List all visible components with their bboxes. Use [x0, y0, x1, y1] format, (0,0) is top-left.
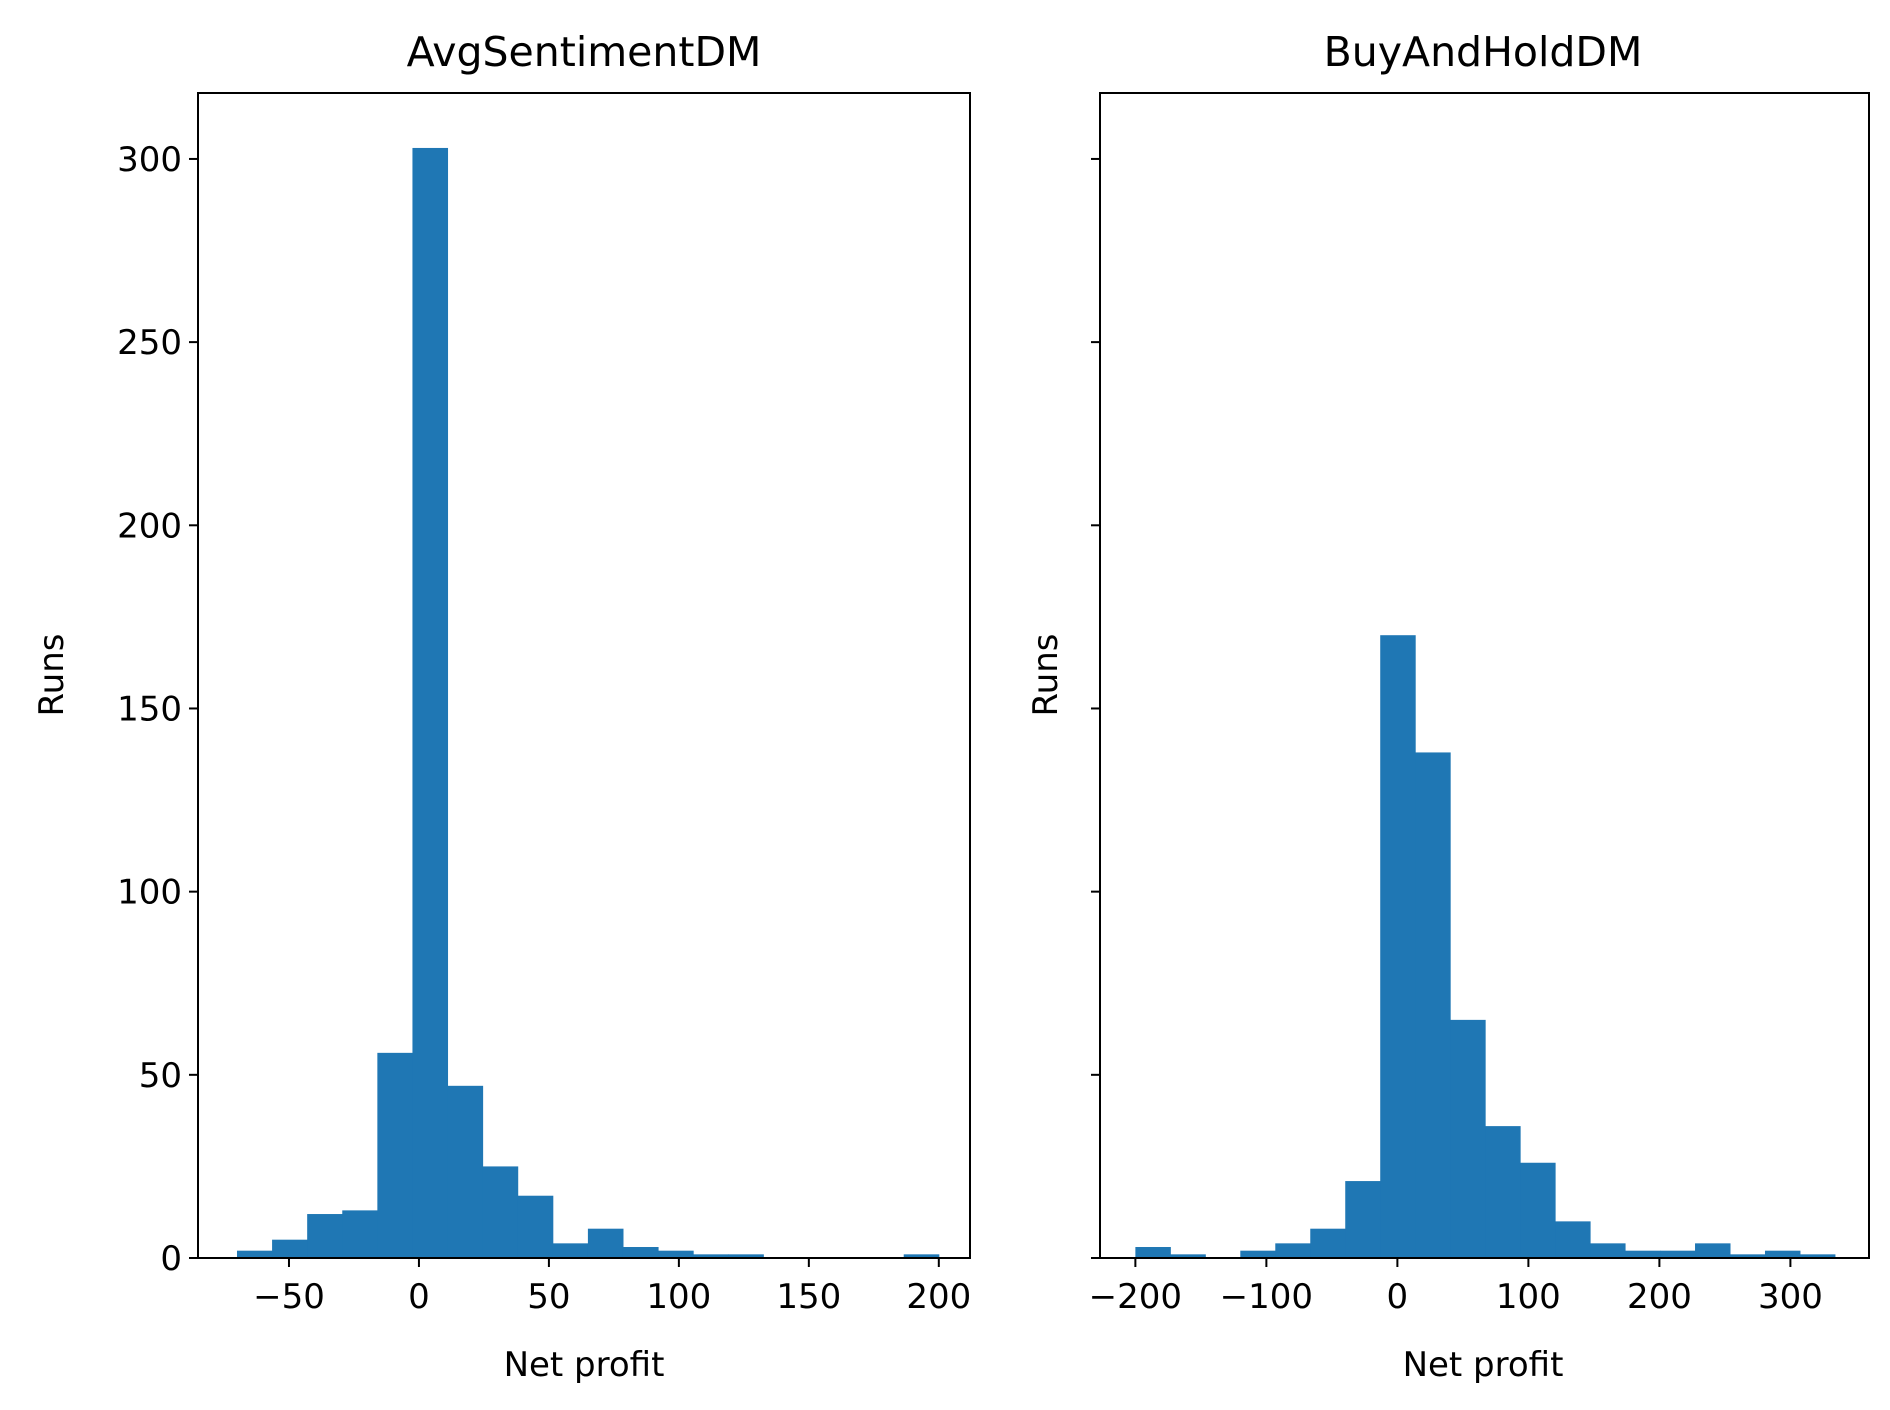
histogram-bar	[377, 1052, 413, 1258]
histogram-bar	[1730, 1254, 1766, 1258]
histogram-bar	[1660, 1250, 1696, 1258]
x-tick-label: 100	[646, 1277, 711, 1317]
x-tick-label: 200	[906, 1277, 971, 1317]
panel-title: BuyAndHoldDM	[1324, 28, 1643, 76]
plot-frame	[1099, 92, 1870, 1259]
y-tick-label: 0	[160, 1239, 182, 1279]
x-tick-label: 200	[1627, 1277, 1692, 1317]
x-tick-label: −200	[1089, 1277, 1182, 1317]
histogram-bar	[1275, 1243, 1311, 1258]
histogram-bar	[1764, 1250, 1801, 1258]
histogram-bar	[412, 147, 449, 1258]
y-axis-label: Runs	[1026, 634, 1066, 717]
x-tick-label: 50	[527, 1277, 570, 1317]
x-axis-ticks: −200 −100 0 100 200 300	[1089, 1258, 1823, 1317]
y-tick-label: 100	[117, 873, 182, 913]
histogram-bar	[903, 1254, 940, 1258]
x-axis-label: Net profit	[504, 1345, 665, 1385]
x-axis-ticks: −50 0 50 100 150 200	[253, 1258, 971, 1317]
histogram-bar	[1695, 1243, 1731, 1258]
y-axis-ticks: 0 50 100 150 200 250 300	[117, 140, 198, 1279]
histogram-bar	[447, 1085, 484, 1258]
histogram-bar	[693, 1254, 729, 1258]
y-axis-label: Runs	[32, 634, 72, 717]
panel-avg-sentiment: AvgSentimentDM −50 0 50 100 150 200 0 50 100 150…	[32, 28, 971, 1385]
histogram-bar	[1555, 1221, 1591, 1258]
bars-group	[1135, 635, 1836, 1258]
x-tick-label: −100	[1220, 1277, 1313, 1317]
x-tick-label: 0	[408, 1277, 430, 1317]
histogram-bar	[1135, 1247, 1171, 1258]
y-tick-label: 50	[139, 1056, 182, 1096]
histogram-bar	[1799, 1254, 1836, 1258]
x-tick-label: 300	[1758, 1277, 1823, 1317]
histogram-bar	[1310, 1228, 1346, 1258]
histogram-bar	[517, 1195, 554, 1258]
y-tick-label: 300	[117, 140, 182, 180]
histogram-bar	[658, 1250, 694, 1258]
histogram-bar	[728, 1254, 764, 1258]
plot-frame	[197, 92, 971, 1259]
histogram-bar	[236, 1250, 273, 1258]
histogram-bar	[1240, 1250, 1276, 1258]
histogram-bar	[587, 1228, 624, 1258]
histogram-bar	[342, 1210, 378, 1258]
histogram-bar	[622, 1247, 659, 1258]
x-tick-label: 150	[776, 1277, 841, 1317]
y-tick-label: 150	[117, 689, 182, 729]
histogram-bar	[1485, 1126, 1521, 1258]
histogram-bar	[1450, 1019, 1486, 1258]
y-tick-label: 250	[117, 323, 182, 363]
x-axis-label: Net profit	[1403, 1345, 1564, 1385]
histogram-bar	[1380, 635, 1416, 1258]
y-axis-ticks	[1091, 157, 1100, 1259]
histogram-bar	[1345, 1181, 1381, 1258]
x-tick-label: −50	[253, 1277, 325, 1317]
x-tick-label: 100	[1496, 1277, 1561, 1317]
bars-group	[236, 147, 940, 1258]
histogram-bar	[1415, 752, 1451, 1258]
histogram-bar	[1590, 1243, 1626, 1258]
histogram-bar	[1625, 1250, 1661, 1258]
histogram-bar	[307, 1214, 343, 1258]
histogram-bar	[1170, 1254, 1206, 1258]
y-tick-label: 200	[117, 506, 182, 546]
histogram-bar	[482, 1166, 519, 1258]
x-tick-label: 0	[1387, 1277, 1409, 1317]
histogram-bar	[272, 1239, 308, 1258]
panel-title: AvgSentimentDM	[407, 28, 762, 76]
panel-buy-and-hold: BuyAndHoldDM −200 −100 0 100 200 300 Net prof…	[1026, 28, 1870, 1385]
histogram-bar	[552, 1243, 589, 1258]
histogram-bar	[1520, 1162, 1556, 1258]
